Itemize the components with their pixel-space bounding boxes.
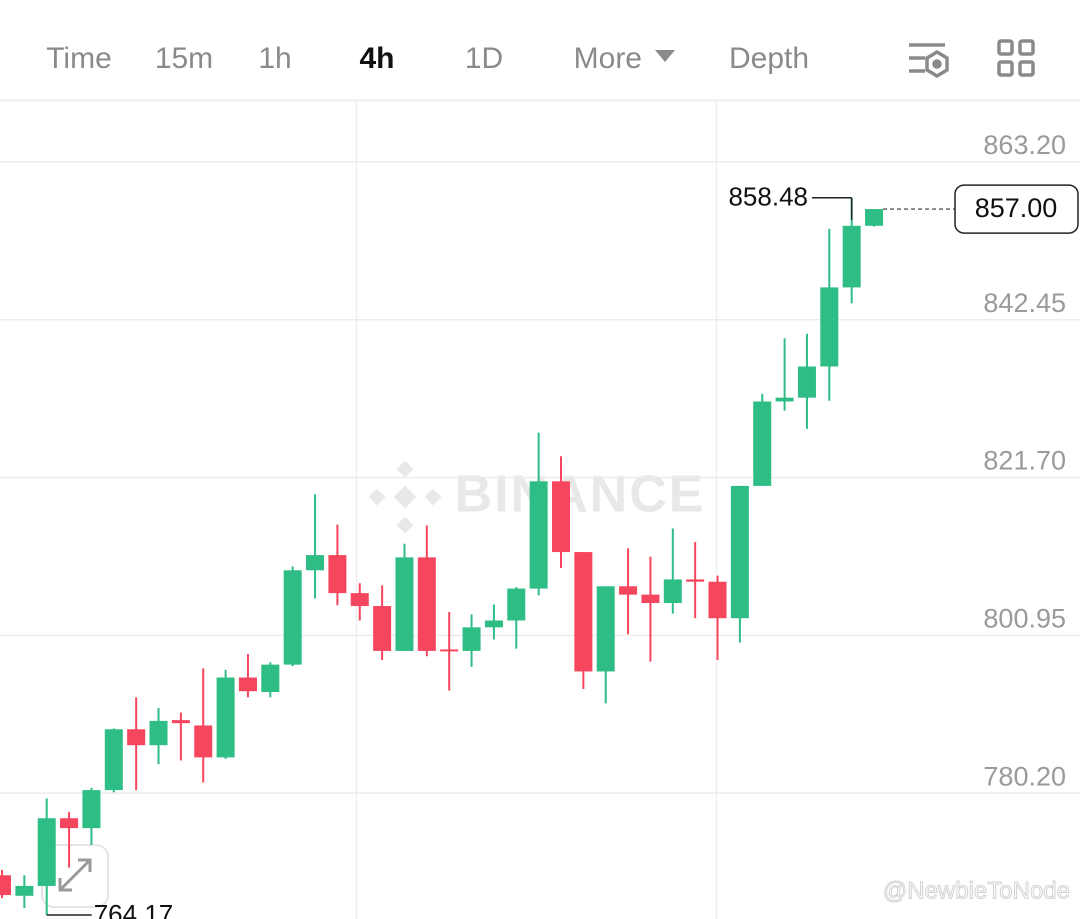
candle-body <box>686 579 705 582</box>
candle-body <box>283 570 302 665</box>
candle-body <box>417 557 436 651</box>
candle-body <box>753 401 772 486</box>
tab[interactable]: 4h <box>359 42 394 75</box>
candle-body <box>641 594 660 604</box>
tab[interactable]: 15m <box>155 42 213 75</box>
candle-body <box>730 485 749 619</box>
candle-body <box>127 729 146 746</box>
candle-body <box>708 581 727 619</box>
candle-body <box>60 818 79 829</box>
low-label: 764.17 <box>94 899 174 919</box>
candle-body <box>820 287 839 367</box>
price-box <box>954 184 1079 234</box>
candle-body <box>797 366 816 398</box>
candle-body <box>663 579 682 604</box>
tab[interactable]: Depth <box>729 42 809 75</box>
candle-body <box>238 677 257 692</box>
candle-body <box>596 586 615 672</box>
candle-body <box>574 552 593 672</box>
indicator-icon[interactable] <box>909 43 949 79</box>
tab[interactable]: 1h <box>258 42 291 75</box>
candle-body <box>484 620 503 628</box>
candles <box>0 197 884 916</box>
tab[interactable]: 1D <box>465 42 503 75</box>
candle-body <box>552 481 570 553</box>
candle-body <box>619 586 638 595</box>
candle-body <box>350 593 369 607</box>
candle-body <box>82 790 101 829</box>
candle-body <box>395 557 414 651</box>
y-tick-label: 821.70 <box>983 446 1066 476</box>
candle-body <box>194 725 213 758</box>
watermark: BINANCE <box>455 466 706 524</box>
candle-body <box>865 209 884 226</box>
candle-body <box>775 397 794 402</box>
candle-body <box>373 606 392 651</box>
watermark: @NewbieToNode <box>883 877 1070 904</box>
candle-body <box>842 225 861 288</box>
candle-body <box>529 481 548 589</box>
candle-body <box>37 818 56 886</box>
candle-body <box>440 649 459 652</box>
candle-body <box>0 875 11 896</box>
dropdown-arrow[interactable] <box>655 50 675 62</box>
candle-body <box>507 588 526 621</box>
tab[interactable]: More <box>574 42 642 75</box>
high-label: 858.48 <box>728 182 808 212</box>
candle-body <box>261 664 280 692</box>
candle-body <box>15 885 34 896</box>
tab[interactable]: Time <box>46 42 112 75</box>
candle-body <box>171 720 190 724</box>
candle-body <box>216 677 235 758</box>
y-tick-label: 800.95 <box>983 603 1066 633</box>
y-tick-label: 863.20 <box>983 130 1066 160</box>
candle-body <box>149 720 168 746</box>
candle-body <box>462 627 481 651</box>
candle-body <box>104 729 123 791</box>
price-label: 857.00 <box>975 193 1058 223</box>
candle-body <box>306 555 325 571</box>
layout-icon[interactable] <box>997 39 1035 77</box>
y-tick-label: 780.20 <box>983 761 1066 791</box>
y-tick-label: 842.45 <box>983 288 1066 318</box>
candle-body <box>328 555 347 594</box>
